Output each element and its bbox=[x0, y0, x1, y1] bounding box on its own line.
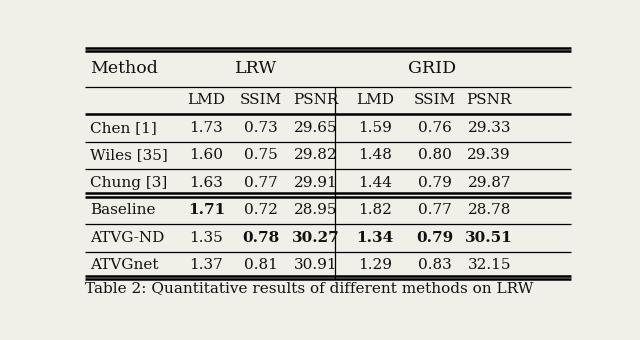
Text: 0.79: 0.79 bbox=[416, 231, 453, 245]
Text: 28.78: 28.78 bbox=[467, 203, 511, 217]
Text: 29.87: 29.87 bbox=[467, 176, 511, 190]
Text: GRID: GRID bbox=[408, 61, 456, 78]
Text: LMD: LMD bbox=[356, 94, 394, 107]
Text: 30.27: 30.27 bbox=[292, 231, 339, 245]
Text: 1.71: 1.71 bbox=[188, 203, 225, 217]
Text: 0.75: 0.75 bbox=[244, 148, 278, 162]
Text: Chen [1]: Chen [1] bbox=[90, 121, 157, 135]
Text: 1.73: 1.73 bbox=[189, 121, 223, 135]
Text: 29.39: 29.39 bbox=[467, 148, 511, 162]
Text: 1.44: 1.44 bbox=[358, 176, 392, 190]
Text: 29.65: 29.65 bbox=[294, 121, 337, 135]
Text: 29.91: 29.91 bbox=[294, 176, 337, 190]
Text: LRW: LRW bbox=[235, 61, 277, 78]
Text: 0.78: 0.78 bbox=[243, 231, 280, 245]
Text: 0.76: 0.76 bbox=[418, 121, 452, 135]
Text: 28.95: 28.95 bbox=[294, 203, 337, 217]
Text: 1.34: 1.34 bbox=[356, 231, 394, 245]
Text: 1.60: 1.60 bbox=[189, 148, 223, 162]
Text: PSNR: PSNR bbox=[293, 94, 339, 107]
Text: 30.51: 30.51 bbox=[465, 231, 513, 245]
Text: LMD: LMD bbox=[188, 94, 225, 107]
Text: PSNR: PSNR bbox=[467, 94, 512, 107]
Text: 1.35: 1.35 bbox=[189, 231, 223, 245]
Text: 0.83: 0.83 bbox=[418, 258, 451, 272]
Text: 30.91: 30.91 bbox=[294, 258, 337, 272]
Text: 0.80: 0.80 bbox=[418, 148, 452, 162]
Text: SSIM: SSIM bbox=[240, 94, 282, 107]
Text: 0.79: 0.79 bbox=[418, 176, 452, 190]
Text: 1.63: 1.63 bbox=[189, 176, 223, 190]
Text: 1.37: 1.37 bbox=[189, 258, 223, 272]
Text: 1.29: 1.29 bbox=[358, 258, 392, 272]
Text: 0.81: 0.81 bbox=[244, 258, 278, 272]
Text: Method: Method bbox=[90, 61, 158, 78]
Text: 0.77: 0.77 bbox=[418, 203, 451, 217]
Text: SSIM: SSIM bbox=[413, 94, 456, 107]
Text: 1.82: 1.82 bbox=[358, 203, 392, 217]
Text: 29.33: 29.33 bbox=[467, 121, 511, 135]
Text: 32.15: 32.15 bbox=[467, 258, 511, 272]
Text: 29.82: 29.82 bbox=[294, 148, 337, 162]
Text: ATVGnet: ATVGnet bbox=[90, 258, 159, 272]
Text: ATVG-ND: ATVG-ND bbox=[90, 231, 164, 245]
Text: 0.73: 0.73 bbox=[244, 121, 278, 135]
Text: 0.72: 0.72 bbox=[244, 203, 278, 217]
Text: Table 2: Quantitative results of different methods on LRW: Table 2: Quantitative results of differe… bbox=[85, 281, 533, 295]
Text: Chung [3]: Chung [3] bbox=[90, 176, 167, 190]
Text: 1.48: 1.48 bbox=[358, 148, 392, 162]
Text: Baseline: Baseline bbox=[90, 203, 156, 217]
Text: 1.59: 1.59 bbox=[358, 121, 392, 135]
Text: Wiles [35]: Wiles [35] bbox=[90, 148, 168, 162]
Text: 0.77: 0.77 bbox=[244, 176, 278, 190]
